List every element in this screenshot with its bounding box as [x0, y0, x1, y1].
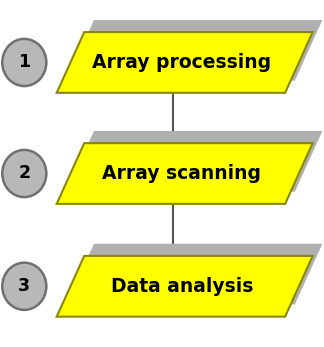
Text: Array scanning: Array scanning: [102, 164, 261, 183]
Polygon shape: [57, 256, 313, 316]
Text: Data analysis: Data analysis: [111, 277, 253, 296]
Polygon shape: [66, 131, 322, 192]
Text: 2: 2: [18, 164, 30, 183]
Polygon shape: [66, 244, 322, 305]
Polygon shape: [57, 32, 313, 93]
Circle shape: [2, 263, 46, 310]
Polygon shape: [66, 20, 322, 81]
Text: Array processing: Array processing: [92, 53, 272, 72]
Text: 1: 1: [18, 53, 30, 71]
Text: 3: 3: [18, 277, 30, 295]
Circle shape: [2, 150, 46, 197]
Polygon shape: [57, 143, 313, 204]
Circle shape: [2, 39, 46, 86]
